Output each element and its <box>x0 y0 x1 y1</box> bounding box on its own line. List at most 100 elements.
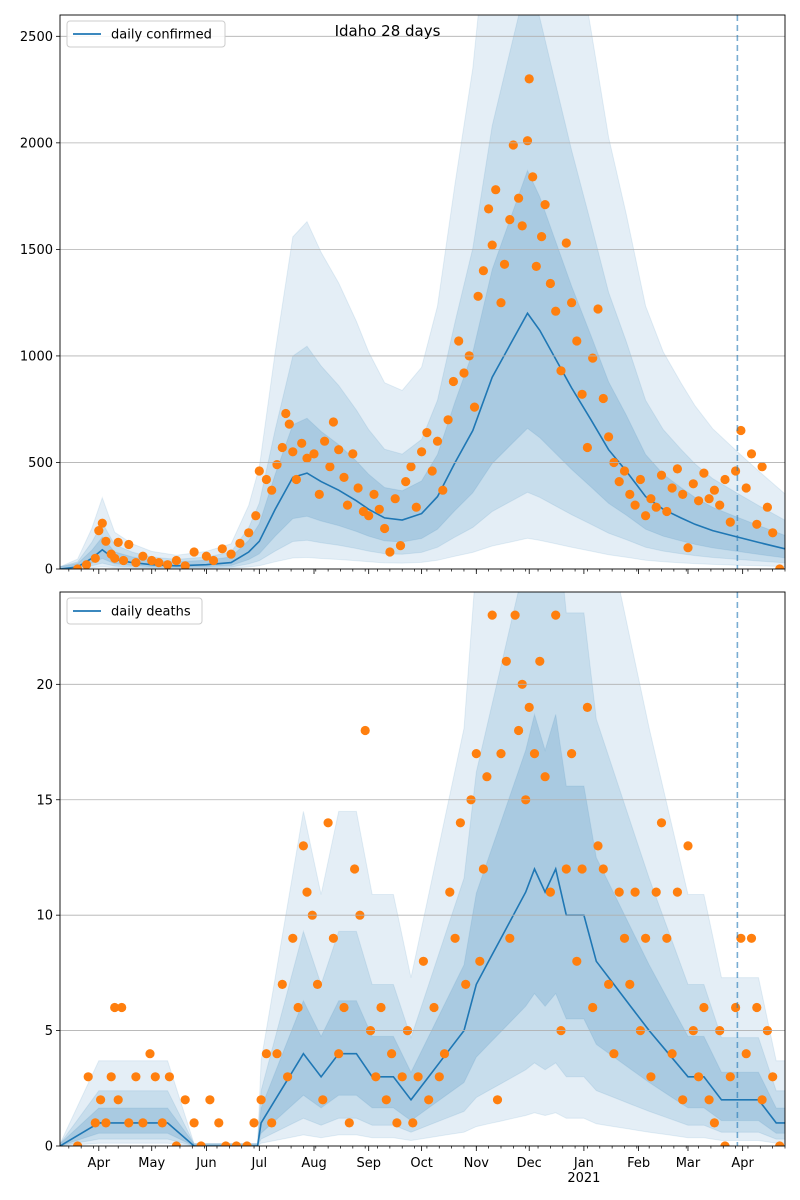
data-point <box>189 547 199 557</box>
data-point <box>413 1072 423 1082</box>
data-point <box>450 933 460 943</box>
data-point <box>731 1002 741 1013</box>
data-point <box>138 551 148 561</box>
data-point <box>588 1002 598 1013</box>
data-point <box>672 464 683 474</box>
data-point <box>350 864 360 874</box>
data-point <box>540 200 550 210</box>
data-point <box>387 1049 397 1059</box>
data-point <box>720 474 730 485</box>
data-point <box>572 956 582 966</box>
data-point <box>508 140 518 150</box>
data-point <box>725 1072 735 1082</box>
confidence-band <box>60 712 785 1146</box>
data-point <box>97 518 107 528</box>
y-tick-label: 0 <box>45 563 53 578</box>
plot-area <box>60 15 785 569</box>
data-point <box>214 1118 224 1128</box>
data-point <box>688 479 698 489</box>
data-point <box>505 215 515 225</box>
data-point <box>630 500 640 510</box>
data-point <box>392 1118 402 1128</box>
data-point <box>768 528 778 538</box>
data-point <box>73 564 83 569</box>
legend: daily deaths <box>66 597 203 625</box>
data-point <box>381 1095 391 1105</box>
data-point <box>469 402 480 412</box>
data-point <box>484 204 494 214</box>
data-point <box>473 291 483 301</box>
data-point <box>537 232 547 242</box>
data-point <box>339 472 349 482</box>
data-point <box>314 489 324 499</box>
y-tick-label: 5 <box>45 1024 53 1039</box>
data-point <box>752 519 762 529</box>
data-point <box>524 74 534 84</box>
data-point <box>429 1002 439 1013</box>
data-point <box>535 656 545 666</box>
data-point <box>704 494 714 504</box>
data-point <box>487 610 497 620</box>
data-point <box>496 749 506 759</box>
data-point <box>94 526 104 536</box>
data-point <box>226 549 236 559</box>
data-point <box>124 1118 134 1128</box>
data-point <box>90 553 100 563</box>
data-point <box>709 1118 720 1128</box>
data-point <box>288 933 298 943</box>
x-tick-label: Jun <box>195 1156 216 1171</box>
legend: daily confirmed <box>66 20 226 48</box>
data-point <box>731 466 741 476</box>
data-point <box>150 1072 160 1082</box>
data-point <box>113 537 123 548</box>
data-point <box>369 489 379 499</box>
data-point <box>531 261 541 271</box>
data-point <box>625 979 635 990</box>
data-point <box>154 558 164 568</box>
legend-label: daily deaths <box>111 605 191 620</box>
data-point <box>342 500 353 510</box>
y-tick-label: 10 <box>36 909 53 924</box>
data-point <box>96 1095 106 1105</box>
data-point <box>736 933 746 943</box>
data-point <box>113 1095 123 1105</box>
data-point <box>619 466 630 476</box>
data-point <box>768 1072 778 1082</box>
data-point <box>118 555 129 566</box>
y-tick-label: 15 <box>36 793 53 808</box>
data-point <box>499 259 510 269</box>
data-point <box>678 1095 688 1105</box>
data-point <box>318 1095 328 1105</box>
chart-title: Idaho 28 days <box>335 22 441 40</box>
data-point <box>145 1049 155 1059</box>
data-point <box>699 468 709 478</box>
data-point <box>662 933 672 943</box>
data-point <box>272 460 282 470</box>
data-point <box>454 336 464 346</box>
y-tick-label: 20 <box>36 678 53 693</box>
data-point <box>164 1072 174 1082</box>
data-point <box>482 772 492 782</box>
data-point <box>339 1002 349 1013</box>
y-tick-label: 500 <box>28 456 53 471</box>
data-point <box>641 511 651 521</box>
axes-frame <box>59 591 786 1147</box>
data-point <box>619 933 630 943</box>
data-point <box>231 1141 241 1146</box>
data-point <box>604 979 614 990</box>
data-point <box>641 933 651 943</box>
data-point <box>567 749 577 759</box>
data-point <box>267 485 277 495</box>
data-point <box>256 1095 266 1105</box>
data-point <box>110 1002 120 1013</box>
data-point <box>545 887 556 897</box>
data-point <box>651 502 661 512</box>
data-point <box>577 864 587 874</box>
data-point <box>625 489 635 499</box>
data-point <box>505 933 515 943</box>
data-point <box>328 417 338 427</box>
data-point <box>131 1072 141 1082</box>
x-tick-label: Jul <box>250 1156 267 1171</box>
data-point <box>302 887 312 897</box>
data-point <box>344 1118 354 1128</box>
